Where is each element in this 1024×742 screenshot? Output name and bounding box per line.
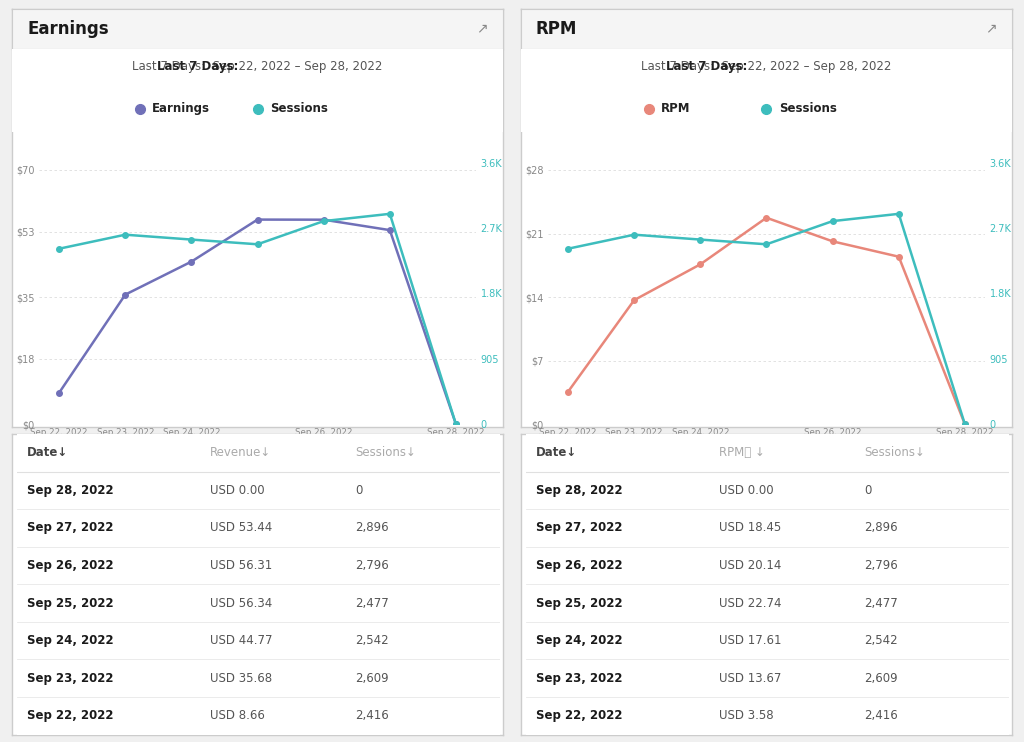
Text: Sessions↓: Sessions↓ — [864, 447, 925, 459]
Text: Date↓: Date↓ — [27, 447, 69, 459]
Text: Sep 27, 2022: Sep 27, 2022 — [536, 522, 623, 534]
Text: Sep 26, 2022: Sep 26, 2022 — [27, 559, 114, 572]
Text: Sep 23, 2022: Sep 23, 2022 — [27, 672, 114, 685]
Text: USD 56.34: USD 56.34 — [210, 597, 272, 610]
Text: ↗: ↗ — [985, 22, 997, 36]
Text: 2,609: 2,609 — [355, 672, 389, 685]
Text: 2,796: 2,796 — [864, 559, 898, 572]
Text: RPM: RPM — [662, 102, 690, 115]
Text: Sep 24, 2022: Sep 24, 2022 — [27, 634, 114, 647]
Text: 2,416: 2,416 — [864, 709, 898, 722]
Text: USD 13.67: USD 13.67 — [719, 672, 781, 685]
Text: Sessions: Sessions — [778, 102, 837, 115]
Text: USD 8.66: USD 8.66 — [210, 709, 265, 722]
Text: 2,542: 2,542 — [355, 634, 389, 647]
Text: ↗: ↗ — [476, 22, 488, 36]
Text: USD 53.44: USD 53.44 — [210, 522, 272, 534]
Text: Last 7 Days:: Last 7 Days: — [158, 60, 239, 73]
Text: Sep 25, 2022: Sep 25, 2022 — [27, 597, 114, 610]
Text: Sep 23, 2022: Sep 23, 2022 — [536, 672, 623, 685]
Text: Earnings: Earnings — [153, 102, 210, 115]
Text: USD 17.61: USD 17.61 — [719, 634, 781, 647]
Text: Earnings: Earnings — [27, 20, 109, 38]
Text: Sessions↓: Sessions↓ — [355, 447, 416, 459]
Text: USD 20.14: USD 20.14 — [719, 559, 781, 572]
Text: 2,477: 2,477 — [864, 597, 898, 610]
Text: 2,416: 2,416 — [355, 709, 389, 722]
Text: USD 35.68: USD 35.68 — [210, 672, 272, 685]
Text: RPM: RPM — [536, 20, 578, 38]
Text: Revenue↓: Revenue↓ — [210, 447, 271, 459]
Text: 2,609: 2,609 — [864, 672, 898, 685]
Text: Sep 27, 2022: Sep 27, 2022 — [27, 522, 114, 534]
Text: USD 0.00: USD 0.00 — [719, 484, 774, 497]
Text: RPMⓘ ↓: RPMⓘ ↓ — [719, 447, 765, 459]
Text: Sessions: Sessions — [269, 102, 328, 115]
Text: USD 22.74: USD 22.74 — [719, 597, 781, 610]
Text: Sep 28, 2022: Sep 28, 2022 — [27, 484, 114, 497]
Text: 2,542: 2,542 — [864, 634, 898, 647]
Text: 2,896: 2,896 — [355, 522, 389, 534]
Text: USD 44.77: USD 44.77 — [210, 634, 272, 647]
Text: Last 7 Days:  Sep 22, 2022 – Sep 28, 2022: Last 7 Days: Sep 22, 2022 – Sep 28, 2022 — [641, 60, 892, 73]
Text: 2,896: 2,896 — [864, 522, 898, 534]
Text: Date↓: Date↓ — [536, 447, 578, 459]
Text: Sep 24, 2022: Sep 24, 2022 — [536, 634, 623, 647]
Text: USD 0.00: USD 0.00 — [210, 484, 265, 497]
Text: Last 7 Days:  Sep 22, 2022 – Sep 28, 2022: Last 7 Days: Sep 22, 2022 – Sep 28, 2022 — [132, 60, 383, 73]
Text: USD 18.45: USD 18.45 — [719, 522, 781, 534]
Text: 2,796: 2,796 — [355, 559, 389, 572]
Text: 0: 0 — [355, 484, 362, 497]
Text: Sep 26, 2022: Sep 26, 2022 — [536, 559, 623, 572]
Text: Sep 25, 2022: Sep 25, 2022 — [536, 597, 623, 610]
Text: Sep 28, 2022: Sep 28, 2022 — [536, 484, 623, 497]
Text: Last 7 Days:: Last 7 Days: — [667, 60, 748, 73]
Text: Sep 22, 2022: Sep 22, 2022 — [536, 709, 623, 722]
Text: Sep 22, 2022: Sep 22, 2022 — [27, 709, 114, 722]
Text: 0: 0 — [864, 484, 871, 497]
Text: USD 3.58: USD 3.58 — [719, 709, 774, 722]
Text: 2,477: 2,477 — [355, 597, 389, 610]
Text: USD 56.31: USD 56.31 — [210, 559, 272, 572]
